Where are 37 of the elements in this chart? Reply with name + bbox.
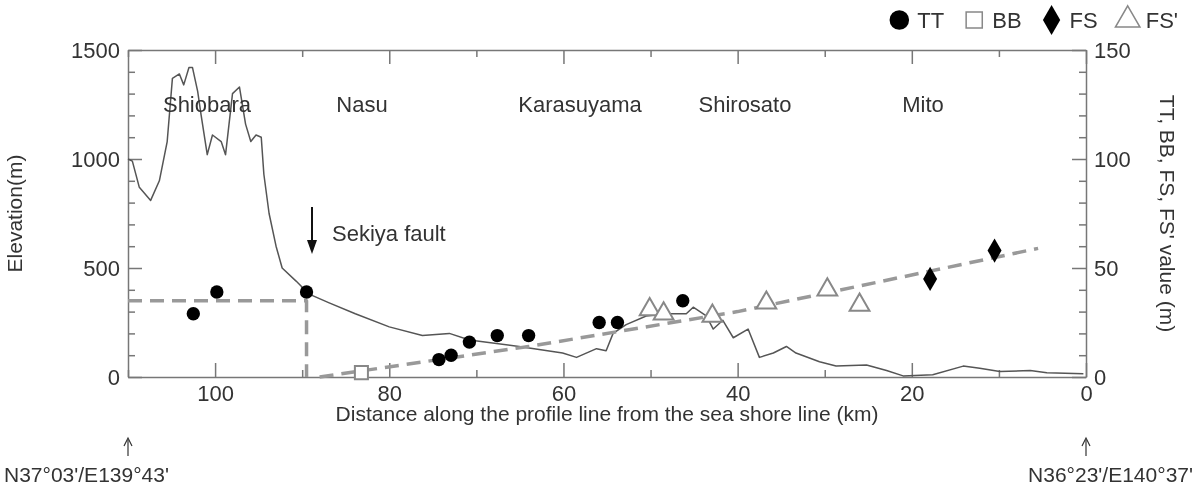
line-series xyxy=(317,246,1040,379)
x-tick-label: 20 xyxy=(900,380,925,406)
text: N37°03'/E139°43' xyxy=(4,463,169,486)
annotation: Karasuyama xyxy=(518,92,643,117)
legend-label: FS xyxy=(1069,8,1098,33)
legend-label: TT xyxy=(917,8,945,33)
annotation: Nasu xyxy=(336,92,388,117)
x-tick-label: 0 xyxy=(1080,380,1093,406)
point xyxy=(676,294,690,308)
legend-label: FS' xyxy=(1145,8,1178,33)
point xyxy=(432,352,446,367)
y2-axis-title: TT, BB, FS, FS' value (m) xyxy=(1156,94,1179,333)
y-tick-label: 500 xyxy=(83,255,120,281)
y2-tick-label: 50 xyxy=(1094,255,1119,281)
point xyxy=(521,328,536,343)
y-tick-label: 1500 xyxy=(71,37,120,63)
text: N36°23'/E140°37' xyxy=(1028,463,1193,486)
point xyxy=(490,328,504,343)
y-axis-title: Elevation(m) xyxy=(3,154,26,273)
point xyxy=(444,348,458,362)
point xyxy=(462,335,477,349)
x-tick-label: 100 xyxy=(197,380,234,406)
point xyxy=(186,307,200,321)
y-tick-label: 0 xyxy=(107,364,120,390)
annotation: Sekiya fault xyxy=(332,221,446,246)
point xyxy=(610,315,625,330)
y2-tick-label: 150 xyxy=(1094,37,1131,63)
point xyxy=(210,285,224,299)
y2-tick-label: 100 xyxy=(1094,146,1131,172)
point xyxy=(592,315,606,330)
y2-tick-label: 0 xyxy=(1094,364,1107,390)
annotation: Shirosato xyxy=(698,92,792,117)
y-tick-label: 1000 xyxy=(71,146,120,172)
point xyxy=(353,365,369,381)
legend-label: BB xyxy=(992,8,1022,33)
annotation: Mito xyxy=(902,92,944,117)
point xyxy=(299,285,314,299)
